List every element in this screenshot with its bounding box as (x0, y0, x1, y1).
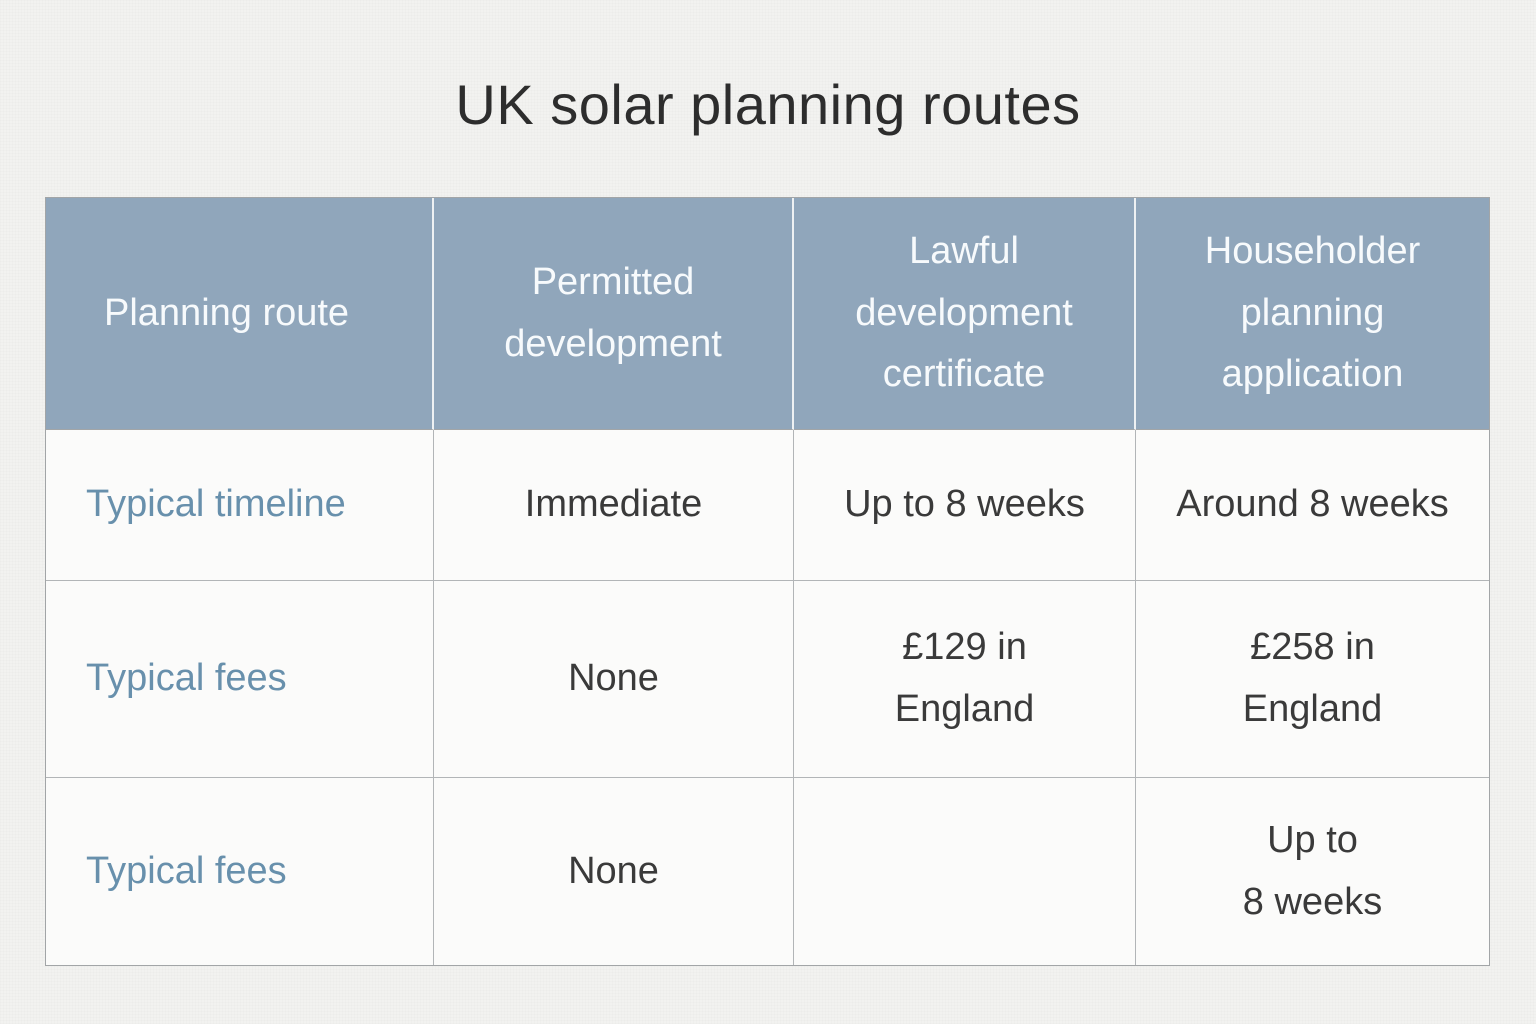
planning-routes-table: Planning route Permitted development Law… (45, 197, 1490, 966)
row-label-typical-timeline: Typical timeline (46, 430, 434, 581)
table-cell-timeline-permitted-development: Immediate (434, 430, 794, 581)
row-label-typical-fees-1: Typical fees (46, 581, 434, 778)
row-label-typical-fees-2: Typical fees (46, 778, 434, 965)
table-cell-fees2-permitted-development: None (434, 778, 794, 965)
table-cell-fees2-householder-planning-application: Up to 8 weeks (1136, 778, 1489, 965)
table-cell-fees1-lawful-development-certificate: £129 in England (794, 581, 1136, 778)
header-cell-householder-planning-application: Householder planning application (1136, 198, 1489, 430)
table-cell-fees1-householder-planning-application: £258 in England (1136, 581, 1489, 778)
table-cell-fees2-lawful-development-certificate (794, 778, 1136, 965)
header-cell-lawful-development-certificate: Lawful development certificate (794, 198, 1136, 430)
page-title: UK solar planning routes (455, 73, 1081, 136)
header-cell-planning-route: Planning route (46, 198, 434, 430)
table-cell-fees1-permitted-development: None (434, 581, 794, 778)
table-cell-timeline-householder-planning-application: Around 8 weeks (1136, 430, 1489, 581)
header-cell-permitted-development: Permitted development (434, 198, 794, 430)
table-cell-timeline-lawful-development-certificate: Up to 8 weeks (794, 430, 1136, 581)
